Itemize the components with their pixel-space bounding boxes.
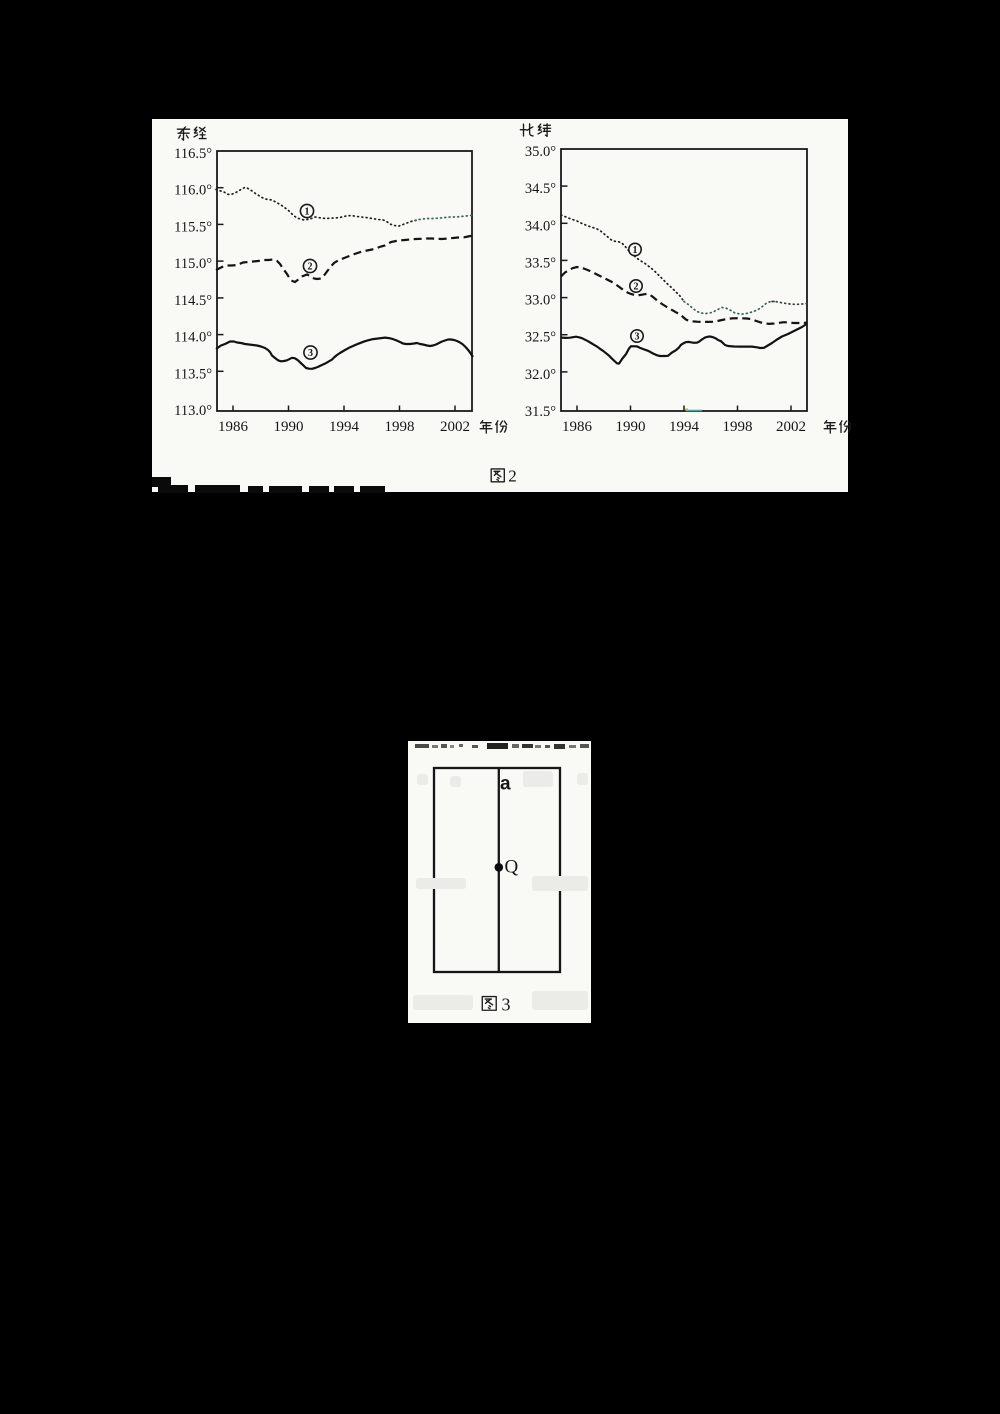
svg-text:113.0°: 113.0° xyxy=(174,403,212,419)
svg-text:116.0°: 116.0° xyxy=(174,183,212,199)
svg-text:34.5°: 34.5° xyxy=(525,181,556,197)
svg-text:3: 3 xyxy=(635,331,640,342)
svg-text:115.0°: 115.0° xyxy=(174,256,212,272)
svg-text:a: a xyxy=(500,774,511,795)
svg-text:114.5°: 114.5° xyxy=(174,293,212,309)
svg-text:2: 2 xyxy=(308,261,313,272)
svg-text:114.0°: 114.0° xyxy=(174,330,212,346)
svg-text:1: 1 xyxy=(305,206,310,217)
svg-text:1986: 1986 xyxy=(218,419,249,435)
svg-text:31.5°: 31.5° xyxy=(525,404,556,420)
svg-text:1994: 1994 xyxy=(329,419,360,435)
svg-text:34.0°: 34.0° xyxy=(525,218,556,234)
svg-text:2002: 2002 xyxy=(776,419,806,435)
svg-text:1: 1 xyxy=(633,245,638,256)
svg-text:Q: Q xyxy=(505,857,519,878)
svg-text:33.5°: 33.5° xyxy=(525,255,556,271)
svg-text:32.5°: 32.5° xyxy=(525,330,556,346)
svg-text:33.0°: 33.0° xyxy=(525,293,556,309)
svg-text:116.5°: 116.5° xyxy=(174,146,212,162)
svg-text:1990: 1990 xyxy=(616,419,646,435)
svg-text:1994: 1994 xyxy=(669,419,700,435)
svg-text:35.0°: 35.0° xyxy=(525,144,556,160)
svg-text:3: 3 xyxy=(308,348,313,359)
svg-text:1990: 1990 xyxy=(274,419,304,435)
svg-text:2: 2 xyxy=(634,281,639,292)
svg-text:113.5°: 113.5° xyxy=(174,366,212,382)
svg-text:115.5°: 115.5° xyxy=(174,219,212,235)
svg-text:2002: 2002 xyxy=(440,419,470,435)
svg-text:2: 2 xyxy=(508,467,517,486)
svg-text:1998: 1998 xyxy=(723,419,753,435)
svg-text:32.0°: 32.0° xyxy=(525,367,556,383)
svg-text:3: 3 xyxy=(502,995,511,1015)
svg-text:1998: 1998 xyxy=(385,419,415,435)
svg-text:1986: 1986 xyxy=(562,419,593,435)
